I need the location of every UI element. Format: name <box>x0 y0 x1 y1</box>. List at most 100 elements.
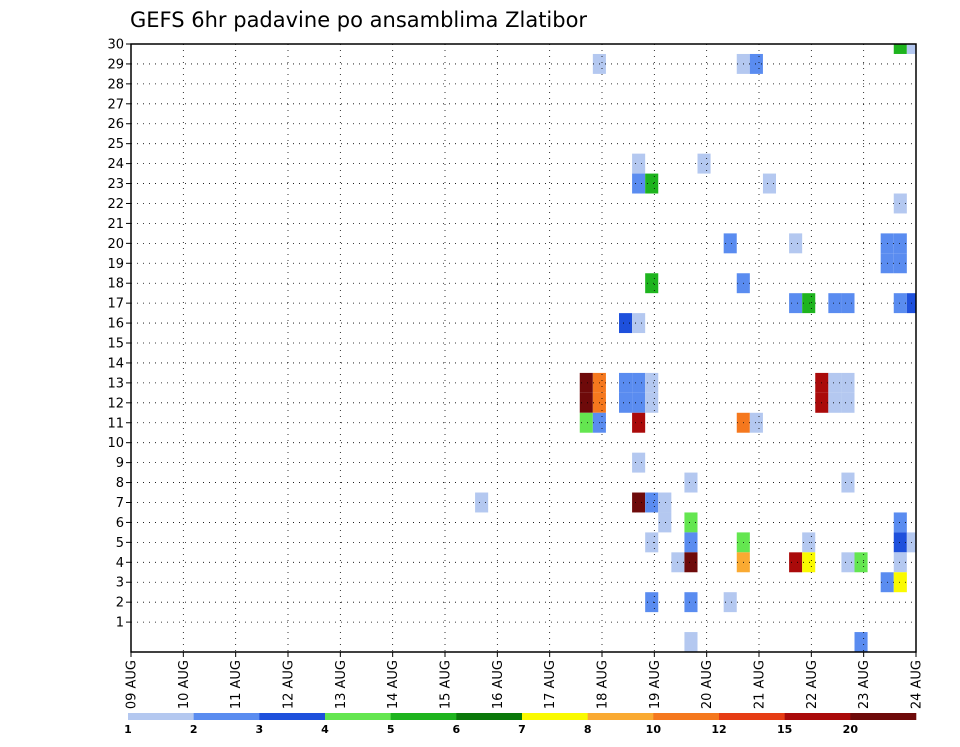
heatmap-cell <box>619 392 633 413</box>
y-tick-label: 25 <box>107 137 124 152</box>
heatmap-cell <box>684 632 698 652</box>
heatmap-cell <box>893 233 907 254</box>
heatmap-cell <box>632 313 646 334</box>
heatmap-cell <box>645 592 659 613</box>
x-tick-label: 11 AUG <box>229 660 244 709</box>
legend: 1 2 3 4 5 6 7 8 10 12 15 20 <box>124 713 917 736</box>
x-axis: 09 AUG 10 AUG 11 AUG 12 AUG 13 AUG 14 AUG 15 A… <box>125 652 925 709</box>
legend-label: 6 <box>453 723 461 736</box>
y-tick-label: 9 <box>116 456 124 471</box>
heatmap-cell <box>893 253 907 274</box>
x-tick-label: 14 AUG <box>386 660 401 709</box>
heatmap-cell <box>632 372 646 393</box>
heatmap-cell <box>684 512 698 533</box>
y-tick-label: 7 <box>116 496 124 511</box>
grid-layer <box>131 43 916 652</box>
y-tick-label: 6 <box>116 516 124 531</box>
x-tick-label: 12 AUG <box>282 660 297 709</box>
legend-swatch <box>390 713 457 720</box>
heatmap-cell <box>789 293 803 314</box>
heatmap-cell <box>841 392 855 413</box>
heatmap-cell <box>579 412 593 433</box>
legend-swatch <box>456 713 523 720</box>
x-tick-label: 13 AUG <box>334 660 349 709</box>
heatmap-cell <box>579 372 593 393</box>
legend-swatch <box>784 713 851 720</box>
heatmap-cell <box>893 572 907 593</box>
y-tick-label: 21 <box>107 217 124 232</box>
heatmap-cell <box>619 313 633 334</box>
x-tick-label: 20 AUG <box>700 660 715 709</box>
heatmap-cell <box>802 293 816 314</box>
heatmap-cell <box>893 532 907 553</box>
y-axis: 1234567891011121314151617181920212223242… <box>107 38 131 631</box>
legend-label: 20 <box>843 723 859 736</box>
chart-title: GEFS 6hr padavine po ansamblima Zlatibor <box>130 8 587 32</box>
heatmap-cell <box>645 492 659 513</box>
heatmap-cell <box>841 293 855 314</box>
y-tick-label: 5 <box>116 536 124 551</box>
legend-swatch <box>128 713 194 720</box>
legend-label: 10 <box>646 723 662 736</box>
heatmap-cell <box>697 153 711 174</box>
legend-swatch <box>653 713 720 720</box>
heatmap-cell <box>841 552 855 573</box>
heatmap-cell <box>475 492 489 513</box>
heatmap-cell <box>893 293 907 314</box>
heatmap-cell <box>632 153 646 174</box>
legend-swatch <box>850 713 917 720</box>
y-tick-label: 4 <box>116 556 124 571</box>
x-tick-label: 21 AUG <box>753 660 768 709</box>
legend-swatch <box>193 713 260 720</box>
heatmap-cell <box>749 412 763 433</box>
legend-label: 5 <box>387 723 395 736</box>
heatmap-cell <box>632 412 646 433</box>
heatmap-cell <box>893 44 907 54</box>
heatmap-cell <box>619 372 633 393</box>
heatmap-cell <box>749 53 763 74</box>
y-tick-label: 1 <box>116 616 124 631</box>
legend-swatch <box>522 713 588 720</box>
x-tick-label: 15 AUG <box>439 660 454 709</box>
x-tick-label: 22 AUG <box>805 660 820 709</box>
heatmap-cell <box>789 552 803 573</box>
heatmap-cell <box>632 392 646 413</box>
y-tick-label: 24 <box>107 157 124 172</box>
x-tick-label: 19 AUG <box>648 660 663 709</box>
heatmap-cell <box>789 233 803 254</box>
x-tick-label: 10 AUG <box>177 660 192 709</box>
y-tick-label: 13 <box>107 376 124 391</box>
heatmap-cell <box>841 372 855 393</box>
y-tick-label: 30 <box>107 38 124 53</box>
y-tick-label: 17 <box>107 297 124 312</box>
plot-frame <box>130 43 917 653</box>
y-tick-label: 11 <box>107 416 124 431</box>
heatmap-cell <box>632 492 646 513</box>
heatmap-cell <box>854 632 868 652</box>
legend-swatch <box>719 713 785 720</box>
heatmap-cell <box>632 452 646 473</box>
heatmap-cell <box>684 552 698 573</box>
y-tick-label: 8 <box>116 476 124 491</box>
heatmap-cell <box>684 472 698 493</box>
legend-label: 4 <box>321 723 329 736</box>
heatmap-cell <box>645 173 659 194</box>
cells-layer <box>475 44 916 652</box>
heatmap-cell <box>893 512 907 533</box>
y-tick-label: 3 <box>116 576 124 591</box>
legend-swatch <box>587 713 654 720</box>
heatmap-cell <box>762 173 777 194</box>
heatmap-cell <box>723 592 737 613</box>
legend-swatch <box>259 713 326 720</box>
y-tick-label: 14 <box>107 356 124 371</box>
y-tick-label: 19 <box>107 257 124 272</box>
x-tick-label: 16 AUG <box>491 660 506 709</box>
legend-label: 15 <box>777 723 792 736</box>
y-tick-label: 23 <box>107 177 124 192</box>
heatmap-cell <box>645 273 659 294</box>
legend-label: 1 <box>124 723 132 736</box>
heatmap-cell <box>906 44 916 54</box>
y-tick-label: 26 <box>107 117 124 132</box>
heatmap-cell <box>645 372 659 393</box>
